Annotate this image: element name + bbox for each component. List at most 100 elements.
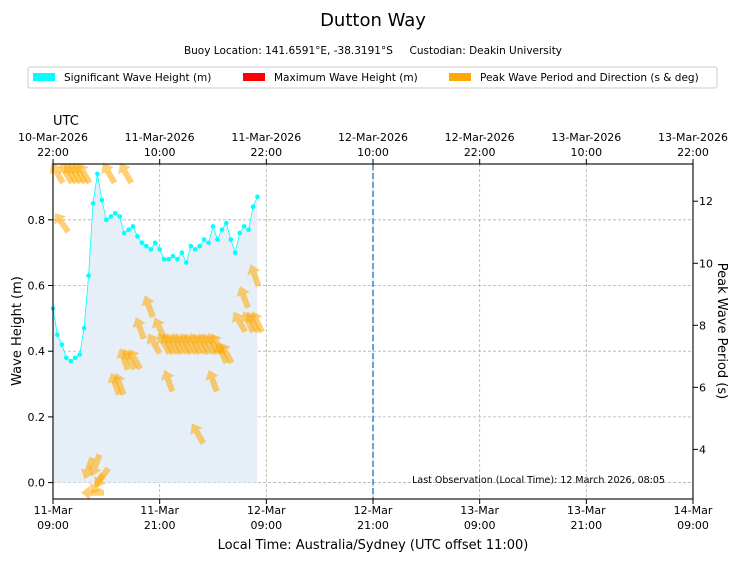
swh-point <box>104 217 109 223</box>
swh-point <box>55 332 60 338</box>
swh-point <box>144 243 149 249</box>
swh-point <box>166 256 171 262</box>
swh-point <box>161 256 167 262</box>
x-top-tick-label-time: 10:00 <box>570 146 602 159</box>
legend-label-period: Peak Wave Period and Direction (s & deg) <box>480 72 699 84</box>
swh-point <box>130 224 136 229</box>
swh-point <box>201 237 207 242</box>
x-top-tick-label-time: 22:00 <box>464 146 496 159</box>
swh-point <box>121 230 127 236</box>
x-tick-label-date: 12-Mar <box>354 504 393 517</box>
peak-period-arrows <box>49 162 265 500</box>
swh-point <box>152 240 158 246</box>
swh-point <box>126 227 131 232</box>
x-tick-label-time: 09:00 <box>250 519 282 532</box>
legend-label-hmax: Maximum Wave Height (m) <box>274 72 418 84</box>
swh-point <box>241 224 247 229</box>
swh-points <box>50 171 260 364</box>
top-utc-axis: 10-Mar-2026 22:00 11-Mar-2026 10:00 11-Mar-2… <box>18 131 728 164</box>
period-arrow <box>94 466 111 488</box>
x-tick-label-time: 09:00 <box>37 519 69 532</box>
swh-point <box>197 243 202 249</box>
y2-tick-label: 4 <box>699 443 706 456</box>
swh-point <box>99 197 105 203</box>
period-arrow <box>160 369 176 393</box>
swh-point <box>210 224 216 229</box>
swh-point <box>112 211 118 216</box>
x-tick-label-date: 11-Mar <box>140 504 179 517</box>
x-tick-label-date: 13-Mar <box>567 504 606 517</box>
swh-point <box>117 214 122 219</box>
x-top-tick-label-date: 11-Mar-2026 <box>231 131 301 144</box>
y-tick-label: 0.2 <box>28 411 46 424</box>
swh-point <box>77 352 82 357</box>
chart-subtitle: Buoy Location: 141.6591°E, -38.3191°S Cu… <box>184 45 562 57</box>
legend-swatch-hmax <box>243 73 265 81</box>
y2-tick-label: 12 <box>699 195 713 208</box>
period-arrow <box>49 162 66 185</box>
period-arrow <box>76 162 93 185</box>
legend: Significant Wave Height (m) Maximum Wave… <box>27 66 718 89</box>
period-arrow <box>247 264 262 288</box>
swh-point <box>90 201 96 206</box>
swh-point <box>188 243 194 249</box>
x-top-tick-label-time: 10:00 <box>357 146 389 159</box>
x-tick-label-date: 11-Mar <box>34 504 73 517</box>
x-top-tick-label-date: 12-Mar-2026 <box>338 131 408 144</box>
period-arrow <box>190 423 206 445</box>
period-arrow <box>249 311 265 334</box>
swh-point <box>219 227 225 232</box>
y-tick-label: 0.8 <box>28 214 46 227</box>
chart-title: Dutton Way <box>320 10 426 31</box>
period-arrow <box>58 162 75 185</box>
y2-tick-label: 6 <box>699 381 706 394</box>
swh-area-fill <box>53 173 258 483</box>
swh-point <box>255 194 260 200</box>
period-arrow <box>67 162 84 185</box>
swh-point <box>86 273 91 279</box>
period-arrow <box>88 453 103 477</box>
y-tick-label: 0.0 <box>28 477 46 490</box>
x-top-tick-label-date: 10-Mar-2026 <box>18 131 88 144</box>
swh-point <box>246 227 251 232</box>
period-arrow <box>232 311 248 334</box>
period-arrow <box>127 349 143 371</box>
x-tick-label-date: 14-Mar <box>674 504 713 517</box>
swh-point <box>95 171 100 177</box>
swh-point <box>170 253 176 259</box>
period-arrow <box>54 213 71 234</box>
x-top-tick-label-date: 13-Mar-2026 <box>551 131 621 144</box>
x-top-tick-label-time: 22:00 <box>677 146 709 159</box>
x-tick-label-time: 21:00 <box>144 519 176 532</box>
swh-point <box>232 250 238 255</box>
x-top-tick-label-date: 12-Mar-2026 <box>445 131 515 144</box>
swh-point <box>224 220 229 226</box>
x-tick-label-date: 12-Mar <box>247 504 286 517</box>
swh-point <box>192 247 198 252</box>
x-top-tick-label-date: 13-Mar-2026 <box>658 131 728 144</box>
swh-point <box>228 237 234 242</box>
swh-point <box>72 355 78 361</box>
swh-point <box>64 355 69 361</box>
period-arrow <box>118 162 134 185</box>
swh-point <box>250 204 256 209</box>
period-arrow <box>236 286 251 309</box>
right-axis: 4 6 8 10 12 <box>693 195 713 456</box>
legend-frame <box>27 66 718 89</box>
x-tick-label-time: 21:00 <box>570 519 602 532</box>
swh-point <box>184 260 189 265</box>
x-top-tick-label-time: 22:00 <box>250 146 282 159</box>
period-arrow <box>218 342 235 365</box>
swh-point <box>68 358 74 364</box>
period-arrow <box>101 162 118 185</box>
swh-point <box>81 325 87 331</box>
swh-point <box>179 250 185 255</box>
legend-label-swh: Significant Wave Height (m) <box>64 72 211 84</box>
period-arrow <box>112 372 127 396</box>
y2-axis-label: Peak Wave Period (s) <box>714 263 729 399</box>
swh-point <box>215 237 220 242</box>
bottom-local-axis: 11-Mar 09:00 11-Mar 21:00 12-Mar 09:00 12-Mar 2… <box>34 499 713 532</box>
left-axis: 0.0 0.2 0.4 0.6 0.8 <box>28 214 53 490</box>
legend-swatch-period <box>449 73 471 81</box>
